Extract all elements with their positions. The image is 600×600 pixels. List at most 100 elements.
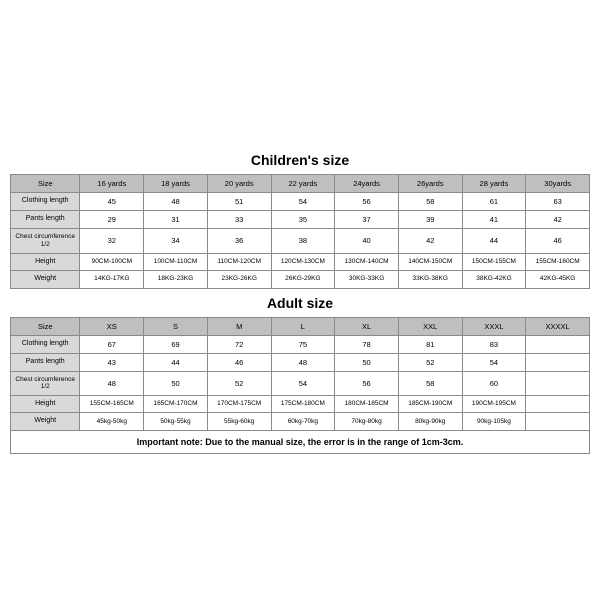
cell: 69 xyxy=(144,335,208,353)
row-label: Height xyxy=(11,253,80,270)
cell: 83 xyxy=(462,335,526,353)
col-header: 18 yards xyxy=(144,175,208,193)
col-header: 24yards xyxy=(335,175,399,193)
cell: 78 xyxy=(335,335,399,353)
cell: 70kg-80kg xyxy=(335,413,399,430)
cell: 52 xyxy=(207,371,271,396)
cell: 170CM-175CM xyxy=(207,396,271,413)
cell: 90CM-100CM xyxy=(80,253,144,270)
cell: 26KG-29KG xyxy=(271,271,335,288)
cell: 41 xyxy=(462,211,526,229)
cell: 48 xyxy=(80,371,144,396)
col-header: 26yards xyxy=(398,175,462,193)
table-row: Weight 45kg-50kg 50kg-55kg 55kg-60kg 60k… xyxy=(11,413,590,430)
cell: 44 xyxy=(462,229,526,254)
row-label: Clothing length xyxy=(11,335,80,353)
row-label: Height xyxy=(11,396,80,413)
table-row: Chest circumference 1/2 48 50 52 54 56 5… xyxy=(11,371,590,396)
cell: 46 xyxy=(526,229,590,254)
cell: 55kg-60kg xyxy=(207,413,271,430)
cell: 120CM-130CM xyxy=(271,253,335,270)
row-label: Chest circumference 1/2 xyxy=(11,229,80,254)
col-header: S xyxy=(144,317,208,335)
cell: 175CM-180CM xyxy=(271,396,335,413)
cell: 58 xyxy=(398,371,462,396)
children-table: Size 16 yards 18 yards 20 yards 22 yards… xyxy=(10,174,590,288)
cell: 48 xyxy=(144,193,208,211)
cell: 37 xyxy=(335,211,399,229)
cell: 56 xyxy=(335,371,399,396)
col-header: 28 yards xyxy=(462,175,526,193)
row-label: Pants length xyxy=(11,353,80,371)
cell: 32 xyxy=(80,229,144,254)
table-row: Clothing length 67 69 72 75 78 81 83 xyxy=(11,335,590,353)
cell: 72 xyxy=(207,335,271,353)
col-header: XXXXL xyxy=(526,317,590,335)
cell: 165CM-170CM xyxy=(144,396,208,413)
col-header: M xyxy=(207,317,271,335)
col-header: L xyxy=(271,317,335,335)
cell: 60 xyxy=(462,371,526,396)
col-header: XS xyxy=(80,317,144,335)
table-row: Height 90CM-100CM 100CM-110CM 110CM-120C… xyxy=(11,253,590,270)
cell: 14KG-17KG xyxy=(80,271,144,288)
adult-table: Size XS S M L XL XXL XXXL XXXXL Clothing… xyxy=(10,317,590,431)
cell: 110CM-120CM xyxy=(207,253,271,270)
cell: 30KG-33KG xyxy=(335,271,399,288)
cell: 180CM-185CM xyxy=(335,396,399,413)
cell: 80kg-90kg xyxy=(398,413,462,430)
cell: 67 xyxy=(80,335,144,353)
cell: 81 xyxy=(398,335,462,353)
cell: 155CM-165CM xyxy=(80,396,144,413)
col-header: Size xyxy=(11,317,80,335)
cell xyxy=(526,371,590,396)
cell: 23KG-26KG xyxy=(207,271,271,288)
cell: 50 xyxy=(144,371,208,396)
cell: 18KG-23KG xyxy=(144,271,208,288)
cell: 75 xyxy=(271,335,335,353)
important-note: Important note: Due to the manual size, … xyxy=(10,431,590,454)
children-title: Children's size xyxy=(10,146,590,174)
cell: 52 xyxy=(398,353,462,371)
cell: 100CM-110CM xyxy=(144,253,208,270)
col-header: 30yards xyxy=(526,175,590,193)
cell: 33KG-38KG xyxy=(398,271,462,288)
table-row: Height 155CM-165CM 165CM-170CM 170CM-175… xyxy=(11,396,590,413)
children-header-row: Size 16 yards 18 yards 20 yards 22 yards… xyxy=(11,175,590,193)
cell: 190CM-195CM xyxy=(462,396,526,413)
cell: 150CM-155CM xyxy=(462,253,526,270)
col-header: 16 yards xyxy=(80,175,144,193)
table-row: Clothing length 45 48 51 54 56 58 61 63 xyxy=(11,193,590,211)
row-label: Pants length xyxy=(11,211,80,229)
cell: 33 xyxy=(207,211,271,229)
cell: 56 xyxy=(335,193,399,211)
col-header: 22 yards xyxy=(271,175,335,193)
table-row: Pants length 29 31 33 35 37 39 41 42 xyxy=(11,211,590,229)
cell: 43 xyxy=(80,353,144,371)
cell: 45 xyxy=(80,193,144,211)
cell: 42KG-45KG xyxy=(526,271,590,288)
col-header: Size xyxy=(11,175,80,193)
cell: 54 xyxy=(271,371,335,396)
cell: 39 xyxy=(398,211,462,229)
cell: 63 xyxy=(526,193,590,211)
row-label: Weight xyxy=(11,271,80,288)
cell xyxy=(526,335,590,353)
cell: 90kg-105kg xyxy=(462,413,526,430)
cell: 29 xyxy=(80,211,144,229)
row-label: Chest circumference 1/2 xyxy=(11,371,80,396)
cell: 155CM-160CM xyxy=(526,253,590,270)
cell: 185CM-190CM xyxy=(398,396,462,413)
cell: 51 xyxy=(207,193,271,211)
cell: 42 xyxy=(526,211,590,229)
cell: 42 xyxy=(398,229,462,254)
cell: 31 xyxy=(144,211,208,229)
cell: 54 xyxy=(271,193,335,211)
cell xyxy=(526,353,590,371)
col-header: XL xyxy=(335,317,399,335)
row-label: Weight xyxy=(11,413,80,430)
row-label: Clothing length xyxy=(11,193,80,211)
cell: 38 xyxy=(271,229,335,254)
cell: 130CM-140CM xyxy=(335,253,399,270)
col-header: 20 yards xyxy=(207,175,271,193)
